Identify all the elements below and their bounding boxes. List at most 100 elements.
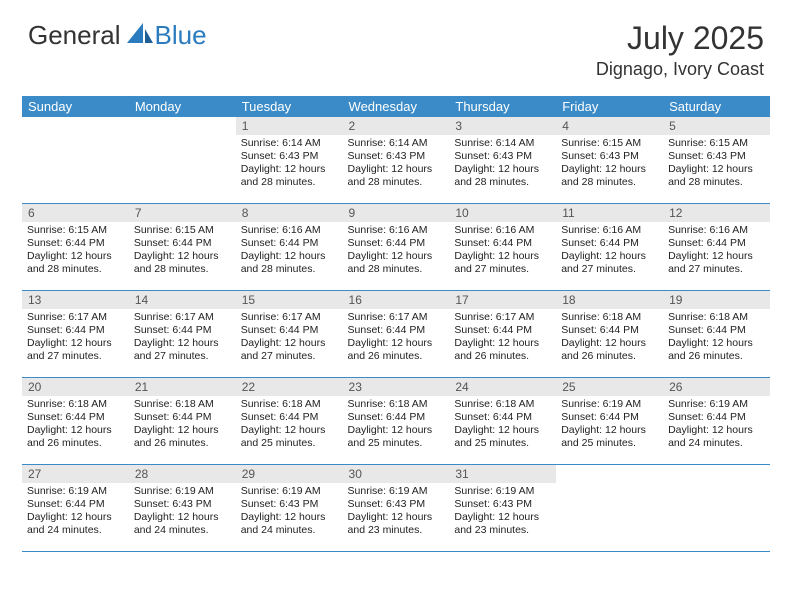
day-number: 13 [22,291,129,309]
sunrise-text: Sunrise: 6:17 AM [241,311,338,324]
day-body: Sunrise: 6:17 AMSunset: 6:44 PMDaylight:… [236,309,343,377]
day-number: 17 [449,291,556,309]
calendar-cell [129,117,236,204]
day-number: 16 [343,291,450,309]
sunset-text: Sunset: 6:44 PM [241,237,338,250]
sunrise-text: Sunrise: 6:18 AM [454,398,551,411]
daylight-text: Daylight: 12 hours and 27 minutes. [454,250,551,276]
calendar-cell: 10Sunrise: 6:16 AMSunset: 6:44 PMDayligh… [449,204,556,291]
day-body: Sunrise: 6:19 AMSunset: 6:43 PMDaylight:… [343,483,450,551]
calendar-cell: 20Sunrise: 6:18 AMSunset: 6:44 PMDayligh… [22,378,129,465]
calendar-cell [663,465,770,552]
day-number: 26 [663,378,770,396]
sunset-text: Sunset: 6:43 PM [454,498,551,511]
sunrise-text: Sunrise: 6:14 AM [241,137,338,150]
sunset-text: Sunset: 6:44 PM [668,237,765,250]
sunset-text: Sunset: 6:44 PM [454,324,551,337]
day-body: Sunrise: 6:18 AMSunset: 6:44 PMDaylight:… [22,396,129,464]
calendar-cell: 8Sunrise: 6:16 AMSunset: 6:44 PMDaylight… [236,204,343,291]
sunrise-text: Sunrise: 6:15 AM [134,224,231,237]
calendar-week: 20Sunrise: 6:18 AMSunset: 6:44 PMDayligh… [22,378,770,465]
calendar-cell: 25Sunrise: 6:19 AMSunset: 6:44 PMDayligh… [556,378,663,465]
logo-text-blue: Blue [155,20,207,51]
sunrise-text: Sunrise: 6:14 AM [454,137,551,150]
day-number: 9 [343,204,450,222]
daylight-text: Daylight: 12 hours and 25 minutes. [561,424,658,450]
calendar-cell: 23Sunrise: 6:18 AMSunset: 6:44 PMDayligh… [343,378,450,465]
day-body: Sunrise: 6:18 AMSunset: 6:44 PMDaylight:… [129,396,236,464]
sunset-text: Sunset: 6:44 PM [454,237,551,250]
sunrise-text: Sunrise: 6:16 AM [561,224,658,237]
day-body: Sunrise: 6:17 AMSunset: 6:44 PMDaylight:… [22,309,129,377]
sunset-text: Sunset: 6:44 PM [348,411,445,424]
calendar-week: 13Sunrise: 6:17 AMSunset: 6:44 PMDayligh… [22,291,770,378]
day-number: 18 [556,291,663,309]
daylight-text: Daylight: 12 hours and 28 minutes. [348,250,445,276]
daylight-text: Daylight: 12 hours and 28 minutes. [454,163,551,189]
daylight-text: Daylight: 12 hours and 26 minutes. [454,337,551,363]
logo-text-general: General [28,20,121,51]
sunset-text: Sunset: 6:43 PM [241,150,338,163]
calendar-cell: 21Sunrise: 6:18 AMSunset: 6:44 PMDayligh… [129,378,236,465]
sunset-text: Sunset: 6:44 PM [241,411,338,424]
daylight-text: Daylight: 12 hours and 24 minutes. [668,424,765,450]
calendar-week: 1Sunrise: 6:14 AMSunset: 6:43 PMDaylight… [22,117,770,204]
calendar-cell: 2Sunrise: 6:14 AMSunset: 6:43 PMDaylight… [343,117,450,204]
daylight-text: Daylight: 12 hours and 28 minutes. [668,163,765,189]
day-body: Sunrise: 6:17 AMSunset: 6:44 PMDaylight:… [129,309,236,377]
sunrise-text: Sunrise: 6:16 AM [454,224,551,237]
sunrise-text: Sunrise: 6:18 AM [134,398,231,411]
calendar-cell: 24Sunrise: 6:18 AMSunset: 6:44 PMDayligh… [449,378,556,465]
day-number: 1 [236,117,343,135]
calendar-cell: 18 Sunrise: 6:18 AMSunset: 6:44 PMDayligh… [556,291,663,378]
sunset-text: Sunset: 6:44 PM [561,324,658,337]
day-number: 30 [343,465,450,483]
day-number: 19 [663,291,770,309]
calendar-head: SundayMondayTuesdayWednesdayThursdayFrid… [22,96,770,117]
day-number: 27 [22,465,129,483]
sunrise-text: Sunrise: 6:14 AM [348,137,445,150]
day-number: 8 [236,204,343,222]
day-number: 12 [663,204,770,222]
day-body: Sunrise: 6:16 AMSunset: 6:44 PMDaylight:… [343,222,450,290]
sunset-text: Sunset: 6:43 PM [241,498,338,511]
logo: General Blue [28,20,207,51]
daylight-text: Daylight: 12 hours and 25 minutes. [241,424,338,450]
sunset-text: Sunset: 6:44 PM [27,237,124,250]
sunrise-text: Sunrise: 6:18 AM [27,398,124,411]
daylight-text: Daylight: 12 hours and 26 minutes. [561,337,658,363]
sunset-text: Sunset: 6:44 PM [348,237,445,250]
day-number: 2 [343,117,450,135]
day-body: Sunrise: 6:19 AMSunset: 6:44 PMDaylight:… [22,483,129,551]
day-number: 28 [129,465,236,483]
day-body: Sunrise: 6:16 AMSunset: 6:44 PMDaylight:… [663,222,770,290]
sunrise-text: Sunrise: 6:18 AM [561,311,658,324]
day-body: Sunrise: 6:17 AMSunset: 6:44 PMDaylight:… [449,309,556,377]
day-header: Friday [556,96,663,117]
day-body: Sunrise: 6:19 AMSunset: 6:44 PMDaylight:… [663,396,770,464]
page-title: July 2025 [596,20,764,57]
calendar-body: 1Sunrise: 6:14 AMSunset: 6:43 PMDaylight… [22,117,770,552]
day-number: 31 [449,465,556,483]
calendar-cell: 22Sunrise: 6:18 AMSunset: 6:44 PMDayligh… [236,378,343,465]
day-header: Monday [129,96,236,117]
sunset-text: Sunset: 6:44 PM [27,324,124,337]
sunrise-text: Sunrise: 6:17 AM [454,311,551,324]
day-number: 20 [22,378,129,396]
sunrise-text: Sunrise: 6:17 AM [348,311,445,324]
sunrise-text: Sunrise: 6:15 AM [27,224,124,237]
day-body: Sunrise: 6:19 AMSunset: 6:43 PMDaylight:… [236,483,343,551]
day-body: Sunrise: 6:15 AMSunset: 6:44 PMDaylight:… [129,222,236,290]
sunrise-text: Sunrise: 6:16 AM [348,224,445,237]
sunrise-text: Sunrise: 6:19 AM [668,398,765,411]
day-number: 4 [556,117,663,135]
day-number: 3 [449,117,556,135]
calendar-cell [556,465,663,552]
day-body: Sunrise: 6:14 AMSunset: 6:43 PMDaylight:… [343,135,450,203]
day-body: Sunrise: 6:16 AMSunset: 6:44 PMDaylight:… [449,222,556,290]
calendar-cell: 6Sunrise: 6:15 AMSunset: 6:44 PMDaylight… [22,204,129,291]
calendar-cell: 3Sunrise: 6:14 AMSunset: 6:43 PMDaylight… [449,117,556,204]
sunrise-text: Sunrise: 6:19 AM [134,485,231,498]
sunrise-text: Sunrise: 6:19 AM [454,485,551,498]
calendar-cell: 13Sunrise: 6:17 AMSunset: 6:44 PMDayligh… [22,291,129,378]
